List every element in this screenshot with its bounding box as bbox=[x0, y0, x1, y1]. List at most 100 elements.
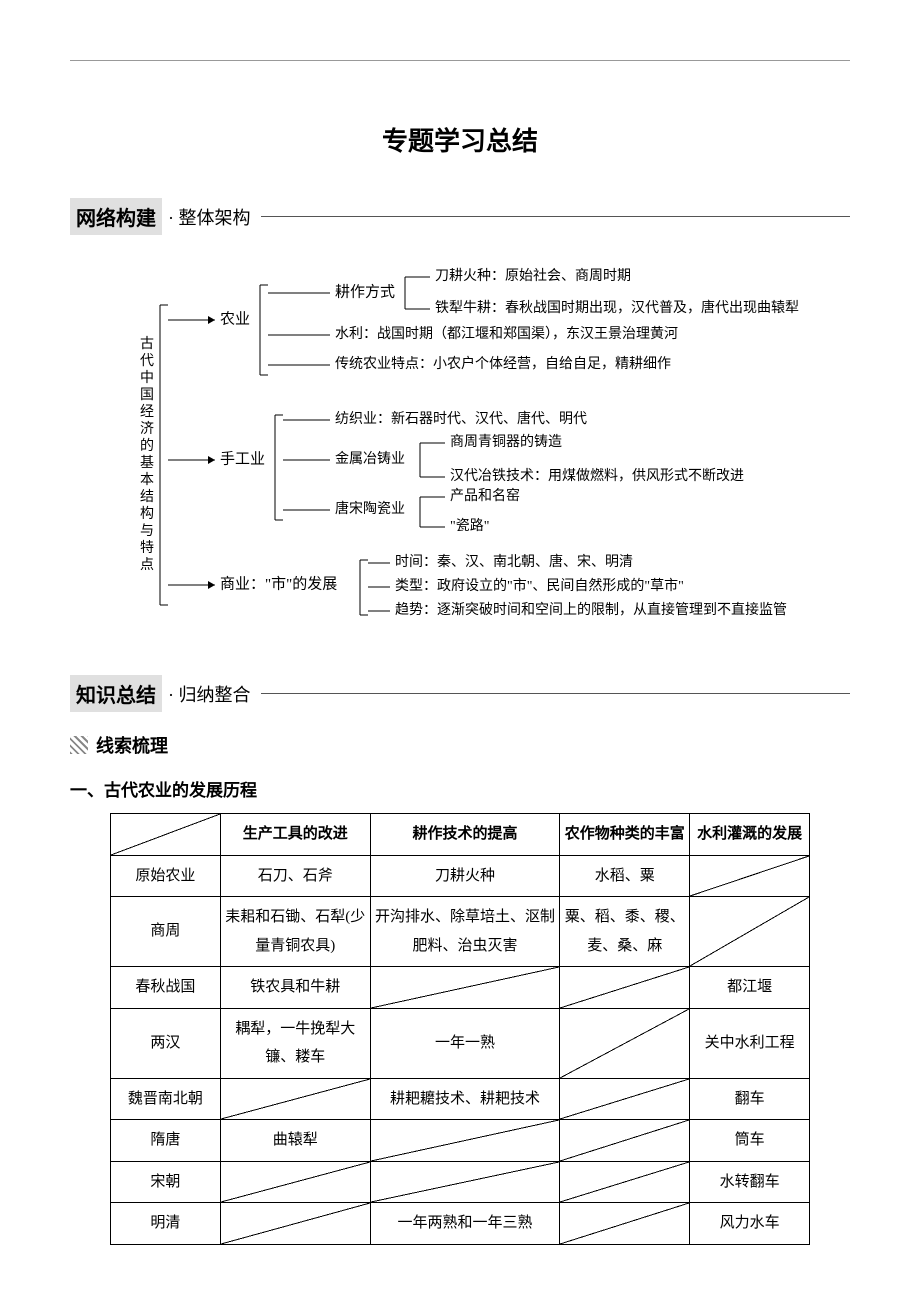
table-row: 宋朝 水转翻车 bbox=[111, 1161, 810, 1203]
agriculture-table: 生产工具的改进 耕作技术的提高 农作物种类的丰富 水利灌溉的发展 原始农业石刀、… bbox=[110, 813, 810, 1245]
cell-tech: 一年一熟 bbox=[370, 1008, 560, 1078]
cell-era: 魏晋南北朝 bbox=[111, 1078, 221, 1120]
svg-text:汉代冶铁技术：用煤做燃料，供风形式不断改进: 汉代冶铁技术：用煤做燃料，供风形式不断改进 bbox=[450, 467, 744, 484]
svg-text:纺织业：新石器时代、汉代、唐代、明代: 纺织业：新石器时代、汉代、唐代、明代 bbox=[335, 410, 587, 427]
svg-text:与: 与 bbox=[140, 523, 154, 539]
svg-text:济: 济 bbox=[140, 421, 154, 437]
svg-text:铁犁牛耕：春秋战国时期出现，汉代普及，唐代出现曲辕犁: 铁犁牛耕：春秋战国时期出现，汉代普及，唐代出现曲辕犁 bbox=[435, 299, 799, 316]
cell-tool bbox=[220, 1078, 370, 1120]
top-horizontal-rule bbox=[70, 60, 850, 61]
section-summary-header: 知识总结 · 归纳整合 bbox=[70, 675, 850, 712]
cell-water: 水转翻车 bbox=[690, 1161, 810, 1203]
svg-text:耕作方式: 耕作方式 bbox=[335, 282, 395, 300]
svg-text:经: 经 bbox=[140, 404, 154, 420]
cell-era: 两汉 bbox=[111, 1008, 221, 1078]
cell-tech: 耕耙耱技术、耕耙技术 bbox=[370, 1078, 560, 1120]
th-blank bbox=[111, 814, 221, 856]
table-row: 明清 一年两熟和一年三熟 风力水车 bbox=[111, 1203, 810, 1245]
cell-water: 都江堰 bbox=[690, 967, 810, 1009]
page-title: 专题学习总结 bbox=[70, 121, 850, 158]
svg-text:产品和名窑: 产品和名窑 bbox=[450, 487, 520, 504]
svg-text:商业：: 商业： bbox=[220, 575, 265, 592]
concept-diagram: 古代中国经济的基本结构与特点农业手工业商业："市"的发展耕作方式刀耕火种：原始社… bbox=[130, 265, 850, 635]
cell-crop: 水稻、粟 bbox=[560, 855, 690, 897]
svg-text:水利：战国时期（都江堰和郑国渠），东汉王景治理黄河: 水利：战国时期（都江堰和郑国渠），东汉王景治理黄河 bbox=[335, 325, 678, 342]
cell-era: 春秋战国 bbox=[111, 967, 221, 1009]
svg-text:商周青铜器的铸造: 商周青铜器的铸造 bbox=[450, 434, 562, 450]
cell-crop bbox=[560, 1008, 690, 1078]
cell-water bbox=[690, 897, 810, 967]
cell-crop: 粟、稻、黍、稷、麦、桑、麻 bbox=[560, 897, 690, 967]
section-rule-2 bbox=[261, 693, 851, 694]
svg-text:特: 特 bbox=[140, 540, 154, 556]
cell-crop bbox=[560, 1078, 690, 1120]
subheading-threads: 线索梳理 bbox=[70, 732, 850, 758]
table-header-row: 生产工具的改进 耕作技术的提高 农作物种类的丰富 水利灌溉的发展 bbox=[111, 814, 810, 856]
cell-tool bbox=[220, 1161, 370, 1203]
svg-text:趋势：逐渐突破时间和空间上的限制，从直接管理到不直接监管: 趋势：逐渐突破时间和空间上的限制，从直接管理到不直接监管 bbox=[395, 601, 787, 618]
table-row: 两汉耦犁，一牛挽犁大镰、耧车一年一熟 关中水利工程 bbox=[111, 1008, 810, 1078]
svg-text:传统农业特点：小农户个体经营，自给自足，精耕细作: 传统农业特点：小农户个体经营，自给自足，精耕细作 bbox=[335, 355, 671, 372]
cell-water: 风力水车 bbox=[690, 1203, 810, 1245]
svg-text:类型：政府设立的"市"、民间自然形成的"草市": 类型：政府设立的"市"、民间自然形成的"草市" bbox=[395, 577, 684, 594]
cell-crop bbox=[560, 1203, 690, 1245]
cell-crop bbox=[560, 1161, 690, 1203]
cell-tool: 铁农具和牛耕 bbox=[220, 967, 370, 1009]
section-sub-summary: · 归纳整合 bbox=[168, 681, 251, 707]
section-box-summary: 知识总结 bbox=[70, 675, 162, 712]
cell-tech bbox=[370, 967, 560, 1009]
subheading-text: 线索梳理 bbox=[96, 732, 168, 758]
section-network-header: 网络构建 · 整体架构 bbox=[70, 198, 850, 235]
svg-text:本: 本 bbox=[140, 472, 154, 488]
svg-text:农业: 农业 bbox=[220, 310, 250, 327]
cell-water: 翻车 bbox=[690, 1078, 810, 1120]
cell-tool: 耒耜和石锄、石犁(少量青铜农具) bbox=[220, 897, 370, 967]
table-row: 商周耒耜和石锄、石犁(少量青铜农具)开沟排水、除草培土、沤制肥料、治虫灭害粟、稻… bbox=[111, 897, 810, 967]
svg-text:"市"的发展: "市"的发展 bbox=[265, 575, 337, 592]
cell-water: 关中水利工程 bbox=[690, 1008, 810, 1078]
th-tech: 耕作技术的提高 bbox=[370, 814, 560, 856]
th-crop: 农作物种类的丰富 bbox=[560, 814, 690, 856]
table-row: 魏晋南北朝 耕耙耱技术、耕耙技术 翻车 bbox=[111, 1078, 810, 1120]
svg-text:中: 中 bbox=[140, 370, 154, 386]
cell-crop bbox=[560, 967, 690, 1009]
cell-tech: 开沟排水、除草培土、沤制肥料、治虫灭害 bbox=[370, 897, 560, 967]
cell-tool: 石刀、石斧 bbox=[220, 855, 370, 897]
svg-text:时间：秦、汉、南北朝、唐、宋、明清: 时间：秦、汉、南北朝、唐、宋、明清 bbox=[395, 553, 633, 570]
svg-text:结: 结 bbox=[140, 489, 154, 505]
cell-tech: 一年两熟和一年三熟 bbox=[370, 1203, 560, 1245]
cell-era: 商周 bbox=[111, 897, 221, 967]
cell-era: 原始农业 bbox=[111, 855, 221, 897]
table-row: 原始农业石刀、石斧刀耕火种水稻、粟 bbox=[111, 855, 810, 897]
svg-text:金属冶铸业: 金属冶铸业 bbox=[335, 451, 405, 467]
th-tool: 生产工具的改进 bbox=[220, 814, 370, 856]
svg-text:"瓷路": "瓷路" bbox=[450, 518, 489, 534]
svg-text:国: 国 bbox=[140, 388, 154, 403]
part1-heading: 一、古代农业的发展历程 bbox=[70, 776, 850, 801]
cell-tech: 刀耕火种 bbox=[370, 855, 560, 897]
cell-tech bbox=[370, 1120, 560, 1162]
svg-text:唐宋陶瓷业: 唐宋陶瓷业 bbox=[335, 500, 405, 517]
svg-text:古: 古 bbox=[140, 336, 154, 352]
cell-tool: 耦犁，一牛挽犁大镰、耧车 bbox=[220, 1008, 370, 1078]
cell-era: 明清 bbox=[111, 1203, 221, 1245]
svg-text:刀耕火种：原始社会、商周时期: 刀耕火种：原始社会、商周时期 bbox=[435, 267, 631, 284]
th-water: 水利灌溉的发展 bbox=[690, 814, 810, 856]
cell-era: 隋唐 bbox=[111, 1120, 221, 1162]
section-box-network: 网络构建 bbox=[70, 198, 162, 235]
cell-crop bbox=[560, 1120, 690, 1162]
cell-tech bbox=[370, 1161, 560, 1203]
hatch-icon bbox=[70, 736, 88, 754]
cell-tool bbox=[220, 1203, 370, 1245]
cell-tool: 曲辕犁 bbox=[220, 1120, 370, 1162]
svg-text:的: 的 bbox=[140, 438, 154, 454]
table-row: 隋唐曲辕犁 筒车 bbox=[111, 1120, 810, 1162]
section-rule-1 bbox=[261, 216, 851, 217]
svg-text:手工业: 手工业 bbox=[220, 450, 265, 467]
cell-water: 筒车 bbox=[690, 1120, 810, 1162]
svg-text:代: 代 bbox=[140, 353, 154, 369]
svg-text:构: 构 bbox=[140, 506, 154, 522]
table-row: 春秋战国铁农具和牛耕 都江堰 bbox=[111, 967, 810, 1009]
cell-era: 宋朝 bbox=[111, 1161, 221, 1203]
svg-text:基: 基 bbox=[140, 454, 154, 471]
